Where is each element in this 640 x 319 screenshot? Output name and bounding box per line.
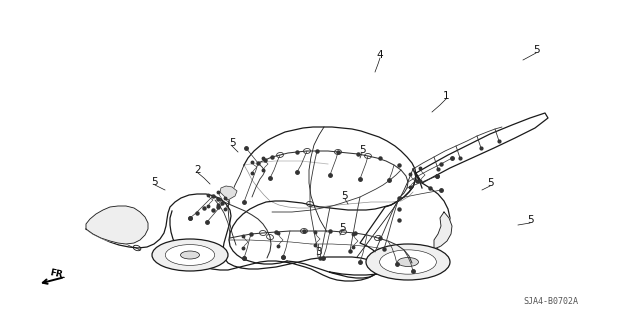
Ellipse shape	[165, 245, 214, 265]
Ellipse shape	[180, 251, 200, 259]
Ellipse shape	[366, 244, 450, 280]
Text: 5: 5	[339, 223, 346, 233]
Polygon shape	[86, 206, 148, 244]
Text: 5: 5	[527, 215, 533, 225]
Text: 5: 5	[228, 138, 236, 148]
Text: 5: 5	[358, 145, 365, 155]
Ellipse shape	[133, 245, 141, 251]
Text: 1: 1	[443, 91, 449, 101]
Text: 2: 2	[195, 165, 202, 175]
Polygon shape	[416, 113, 548, 183]
Polygon shape	[86, 194, 378, 281]
Ellipse shape	[380, 250, 436, 274]
Text: 5: 5	[532, 45, 540, 55]
Ellipse shape	[152, 239, 228, 271]
Text: 3: 3	[315, 247, 321, 257]
Polygon shape	[434, 212, 452, 249]
Text: 5: 5	[152, 177, 158, 187]
Text: FR.: FR.	[49, 268, 67, 280]
Text: SJA4-B0702A: SJA4-B0702A	[524, 298, 579, 307]
Ellipse shape	[397, 257, 419, 266]
Text: 4: 4	[377, 50, 383, 60]
Text: 5: 5	[486, 178, 493, 188]
Polygon shape	[287, 175, 450, 278]
Text: 5: 5	[342, 191, 348, 201]
Polygon shape	[220, 186, 237, 200]
Text: 5: 5	[225, 191, 231, 201]
